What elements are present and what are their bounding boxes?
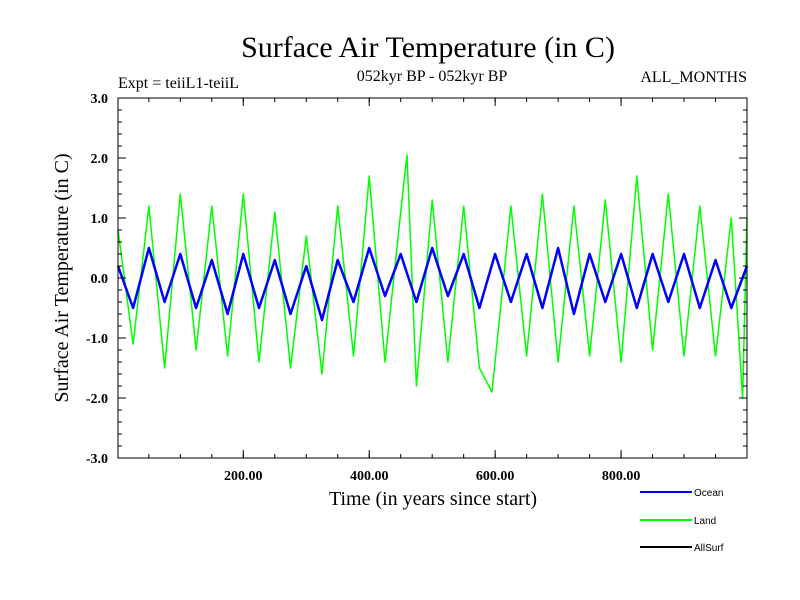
y-tick-label: -1.0 bbox=[86, 332, 108, 347]
legend-label-allsurf: AllSurf bbox=[694, 543, 724, 554]
y-tick-label: 2.0 bbox=[91, 152, 109, 167]
subtitle-left: Expt = teiiL1-teiiL bbox=[118, 75, 239, 92]
y-tick-label: -3.0 bbox=[86, 452, 108, 467]
x-axis-label: Time (in years since start) bbox=[329, 488, 537, 510]
y-tick-label: 3.0 bbox=[91, 92, 109, 107]
chart-title: Surface Air Temperature (in C) bbox=[241, 31, 615, 64]
x-tick-label: 200.00 bbox=[224, 469, 263, 484]
x-tick-label: 600.00 bbox=[476, 469, 515, 484]
x-tick-label: 400.00 bbox=[350, 469, 389, 484]
legend-label-land: Land bbox=[694, 516, 716, 527]
x-tick-labels: 200.00 400.00 600.00 800.00 bbox=[224, 469, 640, 484]
x-tick-label: 800.00 bbox=[602, 469, 641, 484]
y-axis-label: Surface Air Temperature (in C) bbox=[51, 153, 73, 402]
series-line-ocean bbox=[116, 246, 749, 322]
legend-label-ocean: Ocean bbox=[694, 488, 723, 499]
y-tick-labels: -3.0 -2.0 -1.0 0.0 1.0 2.0 3.0 bbox=[86, 92, 108, 467]
subtitle-right: ALL_MONTHS bbox=[640, 69, 747, 86]
y-tick-label: 1.0 bbox=[91, 212, 109, 227]
y-tick-label: -2.0 bbox=[86, 392, 108, 407]
plot-frame bbox=[117, 97, 748, 459]
series-line-land bbox=[117, 154, 748, 399]
legend: Ocean Land AllSurf bbox=[640, 488, 724, 554]
subtitle-center: 052kyr BP - 052kyr BP bbox=[357, 68, 508, 85]
y-tick-label: 0.0 bbox=[91, 272, 109, 287]
axis-ticks bbox=[118, 97, 747, 459]
plot-lines bbox=[116, 154, 749, 399]
